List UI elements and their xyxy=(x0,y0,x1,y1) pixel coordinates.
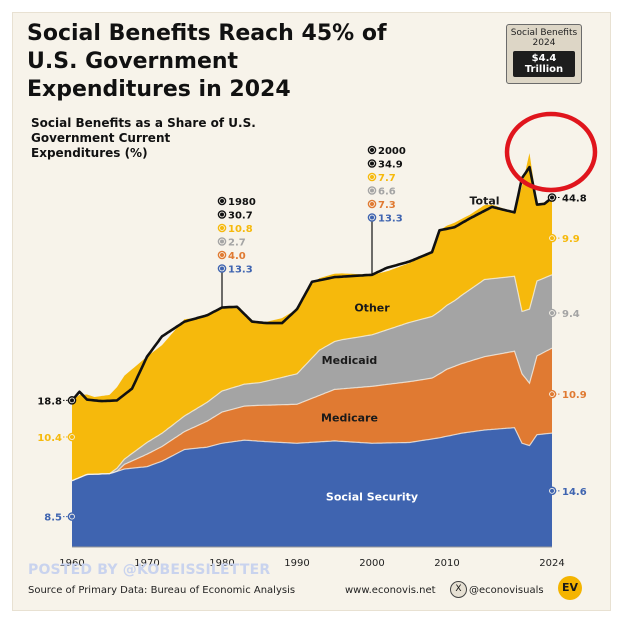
badge-label: Social Benefits xyxy=(510,28,578,38)
value-label-2024-medicaid: 9.4 xyxy=(562,309,580,320)
value-label-1960-social-security: 8.5 xyxy=(44,513,62,524)
x-tick-label: 2000 xyxy=(359,558,384,569)
marker-1980-medicaid-core xyxy=(220,239,224,244)
marker-2024-medicare-core xyxy=(550,392,554,397)
total-line xyxy=(71,165,553,403)
value-label-2024-medicare: 10.9 xyxy=(562,390,587,401)
chart-subtitle: Social Benefits as a Share of U.S. Gover… xyxy=(31,116,256,160)
value-label-2000-other: 7.7 xyxy=(378,173,396,184)
x-tick-label: 1980 xyxy=(209,558,234,569)
value-label-1960-total: 18.8 xyxy=(37,396,62,407)
x-tick-label: 1970 xyxy=(134,558,159,569)
value-label-1960-other: 10.4 xyxy=(37,433,62,444)
value-label-1980-medicaid: 2.7 xyxy=(228,238,246,249)
marker-2000-other-core xyxy=(370,175,374,179)
value-label-1980-medicare: 4.0 xyxy=(228,251,246,262)
x-logo-icon: X xyxy=(450,581,467,598)
website-link[interactable]: www.econovis.net xyxy=(345,585,436,596)
badge-year: 2024 xyxy=(532,38,556,48)
x-tick-label: 2010 xyxy=(434,558,459,569)
marker-1960-other-core xyxy=(70,435,74,440)
marker-1980-social-security-core xyxy=(220,266,224,271)
badge-value: $4.4 Trillion xyxy=(513,51,575,77)
area-other xyxy=(72,153,552,481)
boundary-medicare xyxy=(71,347,553,482)
area-label-medicare: Medicare xyxy=(321,412,378,425)
value-label-1980-social-security: 13.3 xyxy=(228,265,253,276)
value-label-2024-social-security: 14.6 xyxy=(562,487,587,498)
value-label-2000-year: 2000 xyxy=(378,146,406,157)
marker-2000-medicare-core xyxy=(370,202,374,206)
marker-1960-social-security-core xyxy=(70,514,74,519)
x-tick-label: 1960 xyxy=(59,558,84,569)
marker-1980-other-core xyxy=(220,226,224,230)
area-medicaid xyxy=(72,274,552,481)
boundary-social-security xyxy=(71,427,553,482)
value-label-2000-social-security: 13.3 xyxy=(378,214,403,225)
x-tick-label: 1990 xyxy=(284,558,309,569)
value-label-2000-total: 34.9 xyxy=(378,160,403,171)
value-label-2024-other: 9.9 xyxy=(562,234,580,245)
value-label-2024-total: 44.8 xyxy=(562,194,587,205)
area-label-total: Total xyxy=(469,195,499,208)
source-note: Source of Primary Data: Bureau of Econom… xyxy=(28,585,296,596)
area-medicare xyxy=(72,348,552,481)
value-label-2000-medicare: 7.3 xyxy=(378,200,396,211)
value-label-1980-total: 30.7 xyxy=(228,211,253,222)
marker-1960-total-core xyxy=(70,398,74,403)
econovis-logo: EV xyxy=(558,576,582,600)
marker-2000-total-core xyxy=(370,161,374,166)
value-label-1980-year: 1980 xyxy=(228,197,256,208)
marker-1980-total-core xyxy=(220,212,224,217)
x-tick-label: 2024 xyxy=(539,558,564,569)
area-label-other: Other xyxy=(354,302,390,315)
marker-2000-social-security-core xyxy=(370,215,374,220)
marker-2024-medicaid-core xyxy=(550,311,554,315)
area-label-medicaid: Medicaid xyxy=(322,354,378,367)
summary-badge: Social Benefits 2024 $4.4 Trillion xyxy=(506,24,582,84)
value-label-2000-medicaid: 6.6 xyxy=(378,187,396,198)
marker-2024-social-security-core xyxy=(550,488,554,493)
value-label-1980-other: 10.8 xyxy=(228,224,253,235)
highlight-circle xyxy=(504,111,598,193)
marker-1980-medicare-core xyxy=(220,253,224,257)
marker-2000-year-core xyxy=(370,148,374,152)
area-label-social-security: Social Security xyxy=(326,490,418,503)
marker-2000-medicaid-core xyxy=(370,188,374,193)
boundary-medicaid xyxy=(71,274,553,482)
marker-2024-total-core xyxy=(550,195,554,200)
chart-title: Social Benefits Reach 45% of U.S. Govern… xyxy=(27,21,387,102)
marker-1980-year-core xyxy=(220,199,224,203)
area-social-security xyxy=(72,427,552,547)
posted-by-watermark: POSTED BY @KOBEISSILETTER xyxy=(28,562,271,578)
social-handle[interactable]: @econovisuals xyxy=(469,585,544,596)
marker-2024-other-core xyxy=(550,236,554,241)
